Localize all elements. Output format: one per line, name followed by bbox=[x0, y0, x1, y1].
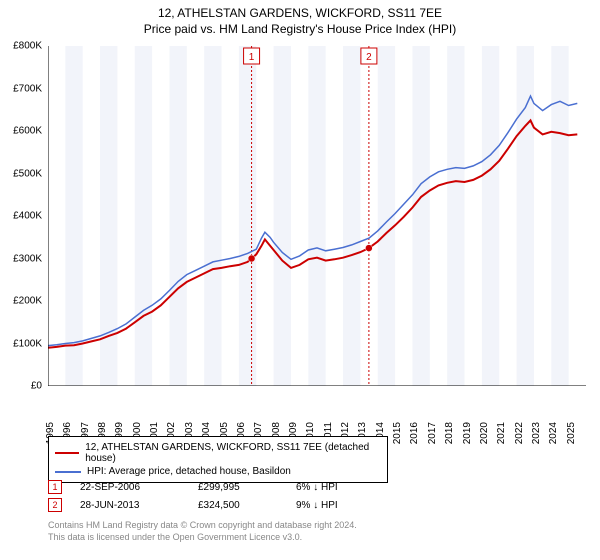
y-tick-label: £300K bbox=[13, 253, 42, 264]
legend-label: HPI: Average price, detached house, Basi… bbox=[87, 466, 291, 477]
legend-label: 12, ATHELSTAN GARDENS, WICKFORD, SS11 7E… bbox=[85, 442, 381, 464]
sales-table: 1 22-SEP-2006 £299,995 6% ↓ HPI 2 28-JUN… bbox=[48, 478, 548, 514]
y-tick-label: £0 bbox=[31, 381, 42, 392]
footer-attribution: Contains HM Land Registry data © Crown c… bbox=[48, 520, 357, 543]
x-tick-label: 2016 bbox=[409, 422, 420, 444]
chart-title-line2: Price paid vs. HM Land Registry's House … bbox=[0, 20, 600, 40]
y-axis: £0£100K£200K£300K£400K£500K£600K£700K£80… bbox=[0, 46, 46, 386]
legend-row: HPI: Average price, detached house, Basi… bbox=[55, 465, 381, 478]
sale-diff: 9% ↓ HPI bbox=[296, 500, 386, 511]
x-tick-label: 2024 bbox=[548, 422, 559, 444]
x-tick-label: 2018 bbox=[444, 422, 455, 444]
legend-swatch-hpi bbox=[55, 471, 81, 473]
x-axis: 1995199619971998199920002001200220032004… bbox=[48, 388, 586, 434]
sale-row: 2 28-JUN-2013 £324,500 9% ↓ HPI bbox=[48, 496, 548, 514]
x-tick-label: 2023 bbox=[531, 422, 542, 444]
sale-date: 22-SEP-2006 bbox=[80, 482, 180, 493]
sale-row: 1 22-SEP-2006 £299,995 6% ↓ HPI bbox=[48, 478, 548, 496]
y-tick-label: £600K bbox=[13, 126, 42, 137]
x-tick-label: 2017 bbox=[427, 422, 438, 444]
chart-title-line1: 12, ATHELSTAN GARDENS, WICKFORD, SS11 7E… bbox=[0, 0, 600, 20]
y-tick-label: £200K bbox=[13, 296, 42, 307]
x-tick-label: 2025 bbox=[566, 422, 577, 444]
x-tick-label: 2022 bbox=[514, 422, 525, 444]
y-tick-label: £100K bbox=[13, 338, 42, 349]
svg-text:2: 2 bbox=[366, 52, 372, 63]
chart-plot-area: 12 bbox=[48, 46, 586, 386]
svg-text:1: 1 bbox=[249, 52, 255, 63]
x-tick-label: 2015 bbox=[392, 422, 403, 444]
sale-marker-icon: 2 bbox=[48, 498, 62, 512]
y-tick-label: £500K bbox=[13, 168, 42, 179]
x-tick-label: 2019 bbox=[462, 422, 473, 444]
x-tick-label: 2020 bbox=[479, 422, 490, 444]
footer-line: This data is licensed under the Open Gov… bbox=[48, 532, 357, 544]
legend-swatch-property bbox=[55, 452, 79, 454]
sale-marker-icon: 1 bbox=[48, 480, 62, 494]
footer-line: Contains HM Land Registry data © Crown c… bbox=[48, 520, 357, 532]
legend: 12, ATHELSTAN GARDENS, WICKFORD, SS11 7E… bbox=[48, 436, 388, 483]
legend-row: 12, ATHELSTAN GARDENS, WICKFORD, SS11 7E… bbox=[55, 441, 381, 465]
sale-price: £299,995 bbox=[198, 482, 278, 493]
y-tick-label: £700K bbox=[13, 83, 42, 94]
sale-diff: 6% ↓ HPI bbox=[296, 482, 386, 493]
y-tick-label: £800K bbox=[13, 41, 42, 52]
sale-price: £324,500 bbox=[198, 500, 278, 511]
x-tick-label: 2021 bbox=[496, 422, 507, 444]
y-tick-label: £400K bbox=[13, 211, 42, 222]
sale-date: 28-JUN-2013 bbox=[80, 500, 180, 511]
